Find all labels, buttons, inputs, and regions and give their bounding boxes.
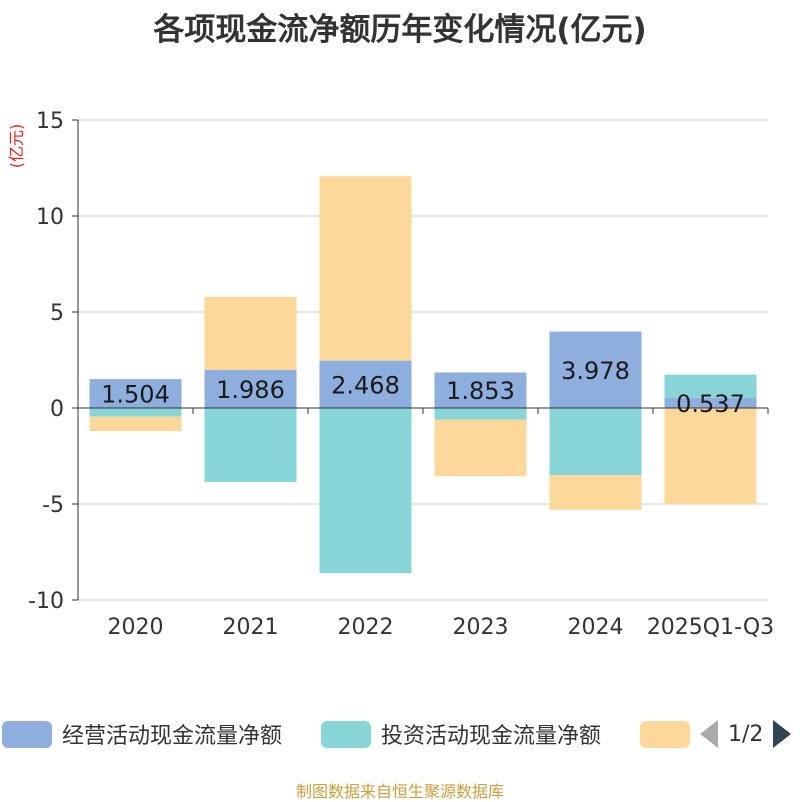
bar-financing-2020	[89, 416, 182, 432]
x-tick-label: 2020	[108, 615, 164, 640]
legend-label-investing: 投资活动现金流量净额	[381, 724, 602, 749]
bar-operating-2022	[319, 360, 412, 408]
y-axis-unit-label: (亿元)	[7, 124, 26, 169]
x-tick-label: 2023	[453, 615, 509, 640]
bar-operating-2025Q1-Q3	[664, 397, 757, 408]
bar-financing-2022	[319, 176, 412, 361]
y-tick-label: 15	[36, 109, 64, 134]
legend-page-indicator: 1/2	[728, 721, 764, 747]
legend-item-operating[interactable]: 经营活动现金流量净额	[2, 716, 282, 752]
data-label: 1.504	[101, 381, 170, 409]
bar-investing-2020	[89, 408, 182, 417]
next-page-icon[interactable]	[773, 720, 792, 748]
bar-operating-2021	[204, 369, 297, 408]
data-label: 1.853	[446, 377, 515, 405]
bar-investing-2023	[434, 408, 527, 420]
y-tick-label: -5	[42, 493, 64, 518]
legend-pager: 1/2	[700, 716, 792, 752]
legend-label-operating: 经营活动现金流量净额	[62, 724, 283, 749]
data-source-note: 制图数据来自恒生聚源数据库	[295, 782, 504, 801]
legend-swatch-operating	[2, 720, 52, 748]
data-labels: 1.504 1.986 2.468 1.853 3.978 0.537	[101, 357, 745, 418]
y-tick-label: 10	[36, 205, 64, 230]
x-tick-label: 2022	[338, 615, 394, 640]
bar-financing-2021	[204, 296, 297, 370]
bar-operating-2020	[89, 379, 182, 408]
bar-financing-2025Q1-Q3	[664, 408, 757, 504]
y-tick-label: 0	[50, 397, 64, 422]
grid-lines	[78, 119, 768, 601]
bar-financing-2024	[549, 475, 642, 510]
bar-investing-2022	[319, 408, 412, 574]
y-tick-label: -10	[28, 589, 64, 614]
x-tick-label: 2025Q1-Q3	[647, 615, 774, 640]
bar-investing-2025Q1-Q3	[664, 374, 757, 398]
legend: 经营活动现金流量净额 投资活动现金流量净额	[0, 716, 800, 752]
chart-title: 各项现金流净额历年变化情况(亿元)	[153, 12, 647, 48]
legend-item-investing[interactable]: 投资活动现金流量净额	[321, 716, 601, 752]
data-label: 3.978	[561, 357, 630, 385]
bar-financing-2023	[434, 419, 527, 477]
x-tick-label: 2021	[223, 615, 279, 640]
axes: -10 -5 0 5 10 15 (亿元) 2020 2021 2022 2023 2024 2025Q…	[7, 109, 774, 640]
data-label: 2.468	[331, 371, 400, 399]
y-tick-label: 5	[50, 301, 64, 326]
legend-swatch-financing	[640, 720, 690, 748]
legend-item-financing[interactable]	[640, 716, 690, 752]
prev-page-icon[interactable]	[700, 720, 718, 748]
bar-investing-2021	[204, 408, 297, 482]
bar-operating-2023	[434, 372, 527, 408]
bar-investing-2024	[549, 408, 642, 476]
bars	[89, 176, 757, 574]
x-tick-label: 2024	[568, 615, 624, 640]
cash-flow-chart: -10 -5 0 5 10 15 (亿元) 2020 2021 2022 2023 2024 2025Q…	[7, 109, 774, 640]
data-label: 0.537	[676, 390, 745, 418]
data-label: 1.986	[216, 376, 285, 404]
bar-operating-2024	[549, 331, 642, 408]
legend-swatch-investing	[321, 720, 371, 748]
